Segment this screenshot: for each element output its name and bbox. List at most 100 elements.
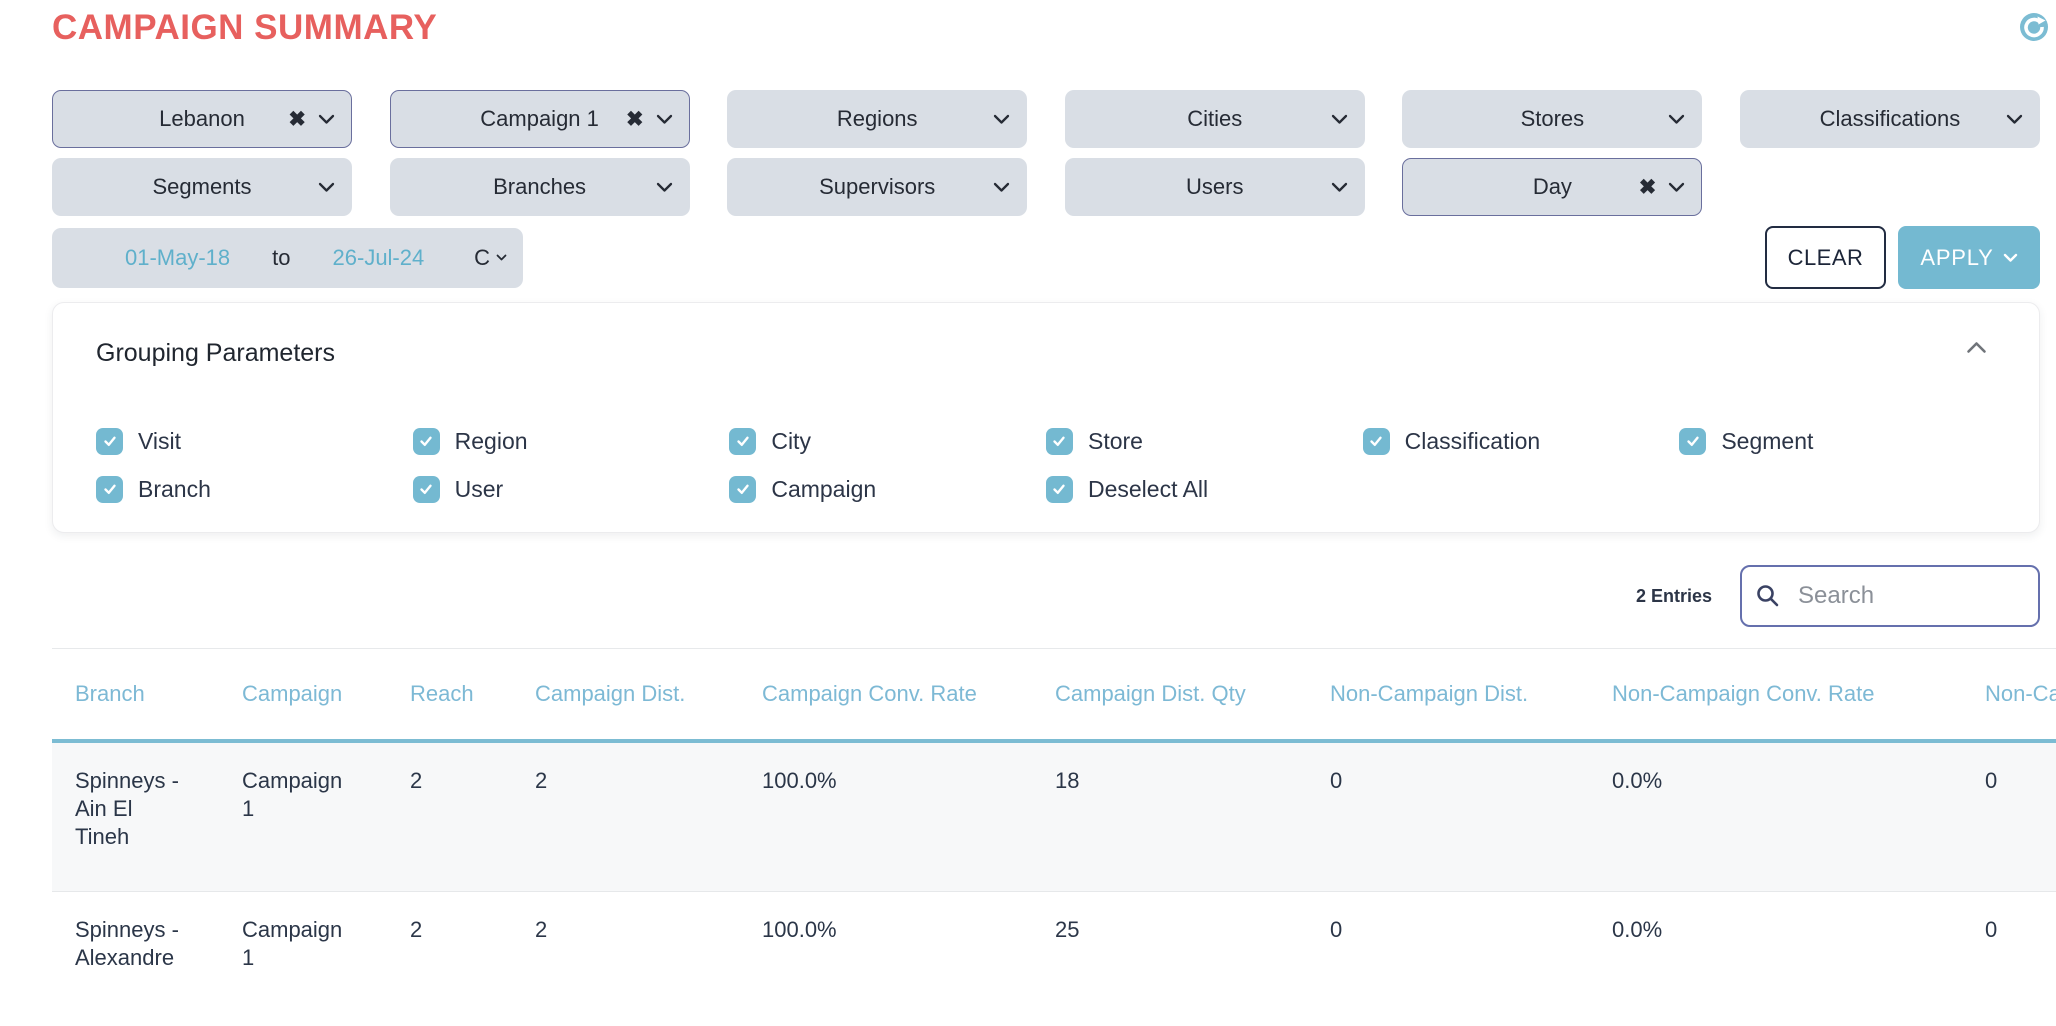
table-row[interactable]: Spinneys - Ain El Tineh Campaign 1 2 2 1… bbox=[52, 741, 2056, 892]
checkbox-visit[interactable]: Visit bbox=[96, 425, 413, 457]
cell-non-campaign-dist-qty: 0 bbox=[1985, 917, 1998, 942]
checkbox-checked-icon bbox=[96, 475, 123, 503]
checkbox-user[interactable]: User bbox=[412, 473, 730, 505]
cell-non-campaign-conv-rate: 0.0% bbox=[1612, 917, 1663, 942]
checkbox-deselect-all[interactable]: Deselect All bbox=[1045, 473, 1363, 505]
remove-filter-icon[interactable]: ✖ bbox=[288, 107, 306, 131]
chevron-down-icon[interactable] bbox=[1668, 114, 1685, 125]
chevron-down-icon[interactable] bbox=[318, 182, 335, 193]
filter-cities-label: Cities bbox=[1187, 106, 1243, 131]
checkbox-branch[interactable]: Branch bbox=[96, 473, 413, 505]
column-header-non-campaign-dist[interactable]: Non-Campaign Dist. bbox=[1330, 681, 1529, 706]
collapse-button[interactable] bbox=[1966, 341, 1987, 359]
search-input[interactable] bbox=[1740, 565, 2040, 627]
column-header-campaign-dist[interactable]: Campaign Dist. bbox=[535, 681, 686, 706]
checkbox-checked-icon bbox=[729, 427, 757, 455]
chevron-down-icon[interactable] bbox=[993, 114, 1010, 125]
checkbox-label: Branch bbox=[138, 475, 211, 502]
chevron-down-icon[interactable] bbox=[993, 182, 1010, 193]
filter-campaign-dropdown[interactable]: Campaign 1 ✖ bbox=[389, 90, 690, 148]
chevron-down-icon bbox=[496, 254, 507, 261]
chevron-down-icon[interactable] bbox=[1331, 182, 1348, 193]
column-header-campaign-dist-qty[interactable]: Campaign Dist. Qty bbox=[1055, 681, 1246, 706]
checkbox-label: User bbox=[454, 475, 504, 502]
calendar-mode-dropdown[interactable]: C bbox=[474, 245, 507, 271]
chevron-down-icon[interactable] bbox=[656, 114, 673, 125]
date-range-picker[interactable]: 01-May-18 to 26-Jul-24 C bbox=[52, 228, 523, 288]
checkbox-label: Segment bbox=[1721, 427, 1814, 454]
checkbox-label: Region bbox=[454, 427, 528, 454]
cell-non-campaign-conv-rate: 0.0% bbox=[1612, 768, 1663, 793]
date-start[interactable]: 01-May-18 bbox=[125, 245, 231, 270]
date-separator: to bbox=[272, 245, 291, 270]
column-header-non-campaign-truncated[interactable]: Non-Ca bbox=[1985, 681, 2056, 706]
cell-campaign: Campaign 1 bbox=[242, 768, 343, 821]
clear-button[interactable]: CLEAR bbox=[1765, 226, 1886, 289]
filter-segments-dropdown[interactable]: Segments bbox=[52, 158, 352, 216]
chevron-down-icon[interactable] bbox=[1668, 182, 1685, 193]
filter-supervisors-dropdown[interactable]: Supervisors bbox=[727, 158, 1028, 216]
checkbox-checked-icon bbox=[96, 427, 123, 455]
cell-non-campaign-dist: 0 bbox=[1330, 768, 1343, 793]
checkbox-checked-icon bbox=[412, 475, 440, 503]
column-header-reach[interactable]: Reach bbox=[410, 681, 474, 706]
checkbox-checked-icon bbox=[729, 475, 757, 503]
filter-branches-dropdown[interactable]: Branches bbox=[389, 158, 690, 216]
filter-stores-dropdown[interactable]: Stores bbox=[1402, 90, 1703, 148]
checkbox-label: Campaign bbox=[771, 475, 877, 502]
grouping-parameters-title: Grouping Parameters bbox=[96, 339, 336, 367]
table-row[interactable]: Spinneys - Alexandre Campaign 1 2 2 100.… bbox=[52, 892, 2056, 1013]
checkbox-checked-icon bbox=[1045, 427, 1073, 455]
refresh-button[interactable] bbox=[2019, 12, 2049, 42]
table-header-row: Branch Campaign Reach Campaign Dist. Cam… bbox=[52, 649, 2056, 741]
checkbox-classification[interactable]: Classification bbox=[1362, 425, 1680, 457]
checkbox-checked-icon bbox=[1045, 475, 1073, 503]
column-header-branch[interactable]: Branch bbox=[75, 681, 145, 706]
checkbox-campaign[interactable]: Campaign bbox=[729, 473, 1046, 505]
chevron-down-icon[interactable] bbox=[656, 182, 673, 193]
apply-button-label: APPLY bbox=[1920, 244, 1994, 270]
column-header-non-campaign-conv-rate[interactable]: Non-Campaign Conv. Rate bbox=[1612, 681, 1875, 706]
date-end[interactable]: 26-Jul-24 bbox=[332, 245, 425, 270]
checkbox-city[interactable]: City bbox=[729, 425, 1046, 457]
entries-count: 2 Entries bbox=[1635, 585, 1712, 606]
filter-actions-row: 01-May-18 to 26-Jul-24 C CLEAR APPLY bbox=[52, 226, 2040, 289]
checkbox-label: Classification bbox=[1404, 427, 1541, 454]
cell-campaign-conv-rate: 100.0% bbox=[762, 917, 837, 942]
checkbox-region[interactable]: Region bbox=[412, 425, 730, 457]
remove-filter-icon[interactable]: ✖ bbox=[1638, 175, 1657, 199]
chevron-down-icon[interactable] bbox=[2006, 114, 2023, 125]
chevron-down-icon[interactable] bbox=[1331, 114, 1348, 125]
checkbox-checked-icon bbox=[1679, 427, 1707, 455]
filter-day-label: Day bbox=[1532, 174, 1572, 199]
chevron-down-icon[interactable] bbox=[318, 114, 335, 125]
checkbox-segment[interactable]: Segment bbox=[1679, 425, 1996, 457]
checkbox-store[interactable]: Store bbox=[1045, 425, 1363, 457]
cell-non-campaign-dist: 0 bbox=[1330, 917, 1343, 942]
filter-classifications-dropdown[interactable]: Classifications bbox=[1739, 90, 2040, 148]
checkbox-label: Store bbox=[1087, 427, 1143, 454]
refresh-icon bbox=[2020, 13, 2048, 41]
filter-segments-label: Segments bbox=[152, 174, 252, 199]
cell-campaign-dist-qty: 25 bbox=[1055, 917, 1080, 942]
checkbox-label: Visit bbox=[138, 427, 182, 454]
cell-campaign-dist-qty: 18 bbox=[1055, 768, 1080, 793]
search-box bbox=[1740, 565, 2040, 627]
filter-campaign-label: Campaign 1 bbox=[480, 106, 599, 131]
column-header-campaign[interactable]: Campaign bbox=[242, 681, 343, 706]
cell-branch: Spinneys - Alexandre bbox=[75, 917, 179, 970]
filter-country-label: Lebanon bbox=[159, 106, 245, 131]
filter-cities-dropdown[interactable]: Cities bbox=[1064, 90, 1365, 148]
cell-campaign-dist: 2 bbox=[535, 768, 548, 793]
remove-filter-icon[interactable]: ✖ bbox=[625, 107, 644, 131]
filter-bar: Lebanon ✖ Campaign 1 ✖ Regions bbox=[52, 90, 2040, 289]
column-header-campaign-conv-rate[interactable]: Campaign Conv. Rate bbox=[762, 681, 977, 706]
filter-regions-dropdown[interactable]: Regions bbox=[727, 90, 1028, 148]
apply-button[interactable]: APPLY bbox=[1898, 226, 2040, 289]
filter-users-dropdown[interactable]: Users bbox=[1064, 158, 1365, 216]
filter-classifications-label: Classifications bbox=[1819, 106, 1961, 131]
page-title: CAMPAIGN SUMMARY bbox=[52, 8, 438, 47]
filter-day-dropdown[interactable]: Day ✖ bbox=[1402, 158, 1703, 216]
filter-country-dropdown[interactable]: Lebanon ✖ bbox=[52, 90, 352, 148]
